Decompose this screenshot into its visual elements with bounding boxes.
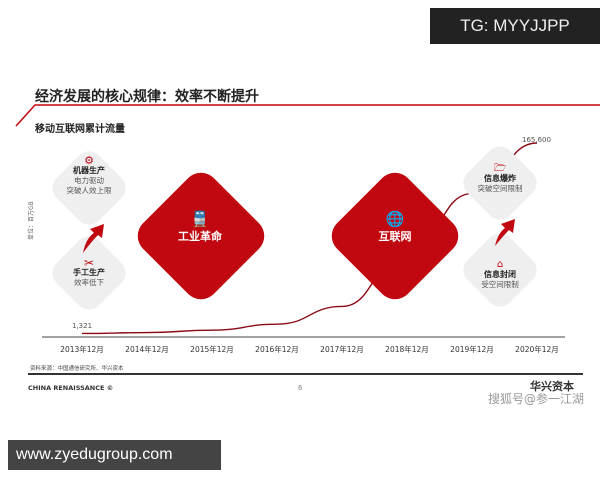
machine-line2: 突破人效上限 — [66, 186, 112, 195]
chart-subtitle: 移动互联网累计流量 — [35, 124, 125, 135]
closed-box: ⌂ 信息封闭 受空间限制 — [459, 260, 541, 290]
explosion-title: 信息爆炸 — [484, 174, 516, 183]
explosion-line1: 突破空间限制 — [477, 184, 523, 193]
watermark-sohu: 搜狐号@参一江湖 — [488, 392, 585, 406]
company-logo: 华兴资本 — [530, 380, 574, 393]
x-tick-label: 2013年12月 — [60, 345, 104, 354]
x-tick-label: 2017年12月 — [320, 345, 364, 354]
manual-box: ✂ 手工生产 效率低下 — [48, 256, 130, 288]
page-title: 经济发展的核心规律：效率不断提升 — [35, 89, 259, 105]
industrial-box: 🚆 工业革命 — [160, 210, 240, 244]
x-tick-label: 2019年12月 — [450, 345, 494, 354]
manual-title: 手工生产 — [73, 268, 105, 277]
footer-divider — [28, 373, 583, 375]
source-note: 资料来源：中国通信研究所、华兴资本 — [30, 366, 124, 372]
data-label-first: 1,321 — [72, 322, 93, 330]
machine-title: 机器生产 — [73, 166, 105, 175]
x-tick-label: 2020年12月 — [515, 345, 559, 354]
closed-title: 信息封闭 — [484, 270, 516, 279]
internet-box: 🌐 互联网 — [355, 210, 435, 244]
train-icon: 🚆 — [190, 210, 210, 228]
machine-box: ⚙ 机器生产 电力驱动 突破人效上限 — [48, 154, 130, 196]
internet-title: 互联网 — [378, 230, 412, 243]
watermark-top: TG: MYYJJPP — [430, 8, 600, 44]
x-tick-label: 2015年12月 — [190, 345, 234, 354]
page-number: 6 — [298, 384, 303, 392]
manual-line1: 效率低下 — [74, 278, 104, 287]
closed-line1: 受空间限制 — [481, 280, 519, 289]
house-icon: ⌂ — [496, 259, 504, 270]
scissors-icon: ✂ — [83, 256, 95, 270]
data-label-last: 165,600 — [522, 136, 551, 144]
x-tick-label: 2014年12月 — [125, 345, 169, 354]
footer-copyright: CHINA RENAISSANCE © — [28, 384, 114, 392]
x-tick-label: 2018年12月 — [385, 345, 429, 354]
globe-icon: 🌐 — [385, 210, 405, 228]
title-underline — [15, 104, 600, 127]
up-arrow-icon — [83, 224, 104, 253]
robot-arm-icon: ⚙ — [84, 154, 94, 167]
x-tick-label: 2016年12月 — [255, 345, 299, 354]
up-arrow-icon — [495, 219, 515, 246]
folder-icon: 🗁 — [493, 163, 507, 174]
machine-line1: 电力驱动 — [74, 176, 104, 185]
explosion-box: 🗁 信息爆炸 突破空间限制 — [459, 164, 541, 194]
watermark-bottom: www.zyedugroup.com — [8, 440, 221, 470]
industrial-title: 工业革命 — [178, 230, 222, 243]
